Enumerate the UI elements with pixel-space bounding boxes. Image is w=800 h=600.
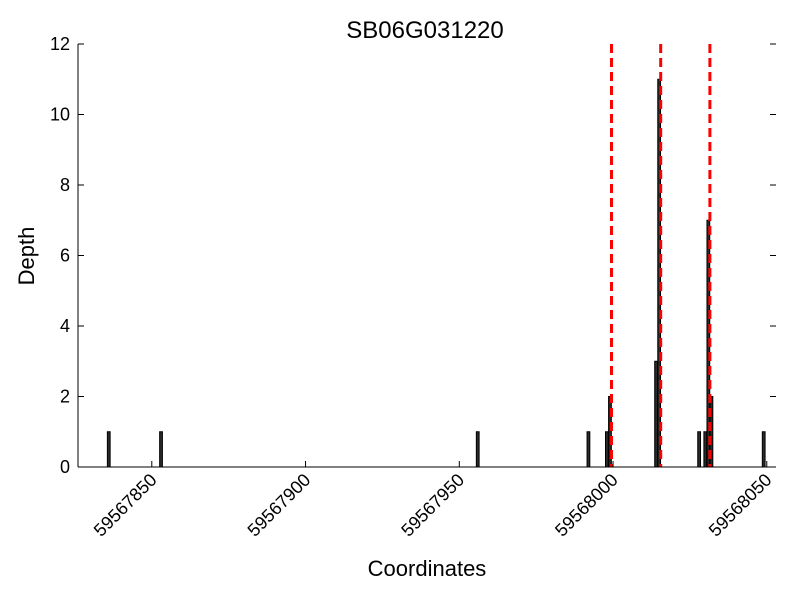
bar-1 xyxy=(159,431,163,468)
y-tick-label-5: 10 xyxy=(50,105,70,125)
x-tick-label-1: 59567900 xyxy=(244,470,315,541)
y-axis-label: Depth xyxy=(14,227,39,286)
y-tick-label-0: 0 xyxy=(60,457,70,477)
bar-0 xyxy=(106,431,111,468)
chart-title: SB06G031220 xyxy=(346,17,503,44)
y-ticks-group: 0 2 4 6 8 10 12 xyxy=(50,34,776,477)
y-tick-label-2: 4 xyxy=(60,316,70,336)
reference-lines-group xyxy=(609,44,712,467)
y-tick-label-3: 6 xyxy=(60,246,70,266)
x-tick-label-0: 59567850 xyxy=(90,470,161,541)
bar-8 xyxy=(697,431,702,468)
x-tick-label-2: 59567950 xyxy=(397,470,468,541)
bar-3 xyxy=(586,431,591,468)
bar-9 xyxy=(703,431,708,468)
y-tick-label-4: 8 xyxy=(60,175,70,195)
bar-4 xyxy=(605,431,609,468)
x-tick-label-4: 59568050 xyxy=(705,470,776,541)
bar-2 xyxy=(475,431,480,468)
x-ticks-group: 59567850 59567900 59567950 59568000 59568050 xyxy=(90,461,776,540)
bar-12 xyxy=(761,431,766,468)
bar-6 xyxy=(654,360,658,468)
y-tick-label-6: 12 xyxy=(50,34,70,54)
x-tick-label-3: 59568000 xyxy=(551,470,622,541)
bars-group xyxy=(106,78,766,468)
x-axis-label: Coordinates xyxy=(368,556,487,581)
y-tick-label-1: 2 xyxy=(60,387,70,407)
